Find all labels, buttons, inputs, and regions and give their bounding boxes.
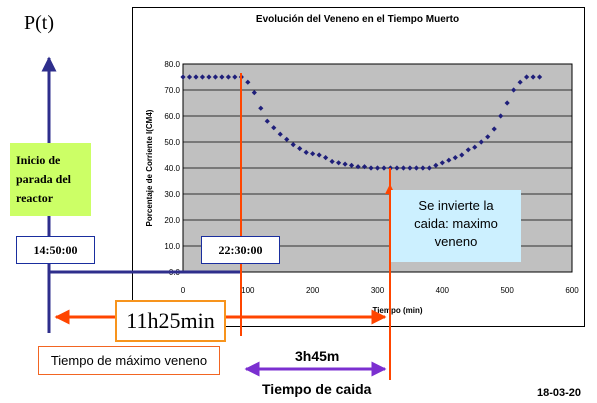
data-point — [420, 165, 426, 171]
data-point — [459, 152, 465, 158]
y-tick-label: 50.0 — [164, 138, 180, 147]
max-poison-time-box: 22:30:00 — [201, 236, 280, 264]
data-point — [452, 155, 458, 161]
y-tick-label: 60.0 — [164, 112, 180, 121]
p-of-t-label: P(t) — [24, 12, 54, 34]
data-point — [478, 139, 484, 145]
fall-span-label: 3h45m — [295, 348, 340, 364]
data-point — [355, 164, 361, 170]
x-tick-label: 0 — [181, 286, 186, 295]
y-axis-label: Porcentaje de Corriente I(CM4) — [145, 109, 154, 226]
x-tick-label: 400 — [436, 286, 450, 295]
data-point — [511, 87, 517, 93]
data-point — [413, 165, 419, 171]
x-tick-label: 200 — [306, 286, 320, 295]
data-point — [498, 113, 504, 119]
data-point — [446, 157, 452, 163]
data-point — [310, 151, 316, 157]
reversal-line-3: veneno — [434, 234, 478, 249]
data-point — [277, 131, 283, 137]
shutdown-line-2: parada del — [16, 172, 72, 186]
data-point — [206, 74, 212, 80]
data-point — [258, 105, 264, 111]
date-label: 18-03-20 — [537, 387, 582, 399]
max-poison-label-box: Tiempo de máximo veneno — [38, 346, 220, 375]
data-point — [472, 144, 478, 150]
chart-title: Evolución del Veneno en el Tiempo Muerto — [255, 14, 460, 25]
data-point — [329, 158, 335, 165]
y-tick-label: 80.0 — [164, 60, 180, 69]
data-point — [336, 160, 342, 166]
data-point — [530, 74, 536, 80]
data-point — [180, 74, 186, 80]
y-tick-label: 20.0 — [164, 216, 180, 225]
y-tick-label: 30.0 — [164, 190, 180, 199]
data-point — [504, 100, 510, 106]
data-point — [342, 161, 348, 167]
data-point — [264, 118, 270, 124]
data-point — [316, 152, 322, 158]
reversal-line-2: caida: maximo — [414, 216, 498, 231]
data-point — [426, 165, 432, 171]
data-point — [465, 147, 471, 153]
data-point — [485, 134, 491, 140]
x-tick-label: 100 — [241, 286, 255, 295]
data-point — [219, 74, 225, 80]
data-point — [199, 74, 206, 80]
data-point — [407, 165, 413, 171]
shutdown-line-1: Inicio de — [16, 153, 61, 167]
data-point — [245, 79, 251, 85]
data-point — [290, 142, 296, 148]
data-point — [491, 126, 497, 132]
y-tick-label: 40.0 — [164, 164, 180, 173]
start-time-box: 14:50:00 — [16, 236, 95, 264]
data-point — [251, 90, 257, 96]
data-point — [517, 79, 523, 85]
data-point — [536, 74, 543, 80]
data-point — [348, 162, 355, 168]
reversal-line-1: Se invierte la — [418, 198, 494, 213]
data-point — [193, 74, 199, 80]
x-tick-label: 600 — [565, 286, 579, 295]
shutdown-start-text: Inicio de parada del reactor — [16, 151, 71, 208]
data-point — [284, 136, 290, 142]
x-tick-label: 500 — [500, 286, 514, 295]
data-point — [225, 74, 231, 80]
data-point — [439, 160, 445, 166]
fall-time-label: Tiempo de caida — [262, 381, 372, 397]
x-axis-label: Tiempo (min) — [372, 306, 422, 315]
data-point — [271, 125, 277, 131]
data-point — [433, 162, 439, 168]
data-point — [361, 164, 368, 170]
data-point — [400, 165, 407, 171]
y-tick-label: 70.0 — [164, 86, 180, 95]
data-point — [186, 74, 193, 80]
data-point — [303, 149, 309, 155]
reversal-note-box — [391, 190, 521, 262]
shutdown-start-box — [10, 143, 91, 216]
shutdown-line-3: reactor — [16, 191, 54, 205]
data-point — [232, 74, 238, 80]
reversal-note-text: Se invierte la caida: maximo veneno — [391, 197, 521, 251]
data-point — [374, 165, 381, 171]
x-tick-label: 300 — [371, 286, 385, 295]
total-span-box: 11h25min — [115, 300, 226, 342]
data-point — [297, 145, 303, 152]
data-point — [368, 165, 374, 171]
y-tick-label: 10.0 — [164, 242, 180, 251]
data-point — [524, 74, 530, 80]
data-point — [212, 74, 219, 80]
data-point — [394, 165, 400, 171]
data-point — [323, 155, 329, 161]
plot-area: 0.010.020.030.040.050.060.070.080.001002… — [145, 60, 579, 315]
data-point — [381, 165, 387, 171]
